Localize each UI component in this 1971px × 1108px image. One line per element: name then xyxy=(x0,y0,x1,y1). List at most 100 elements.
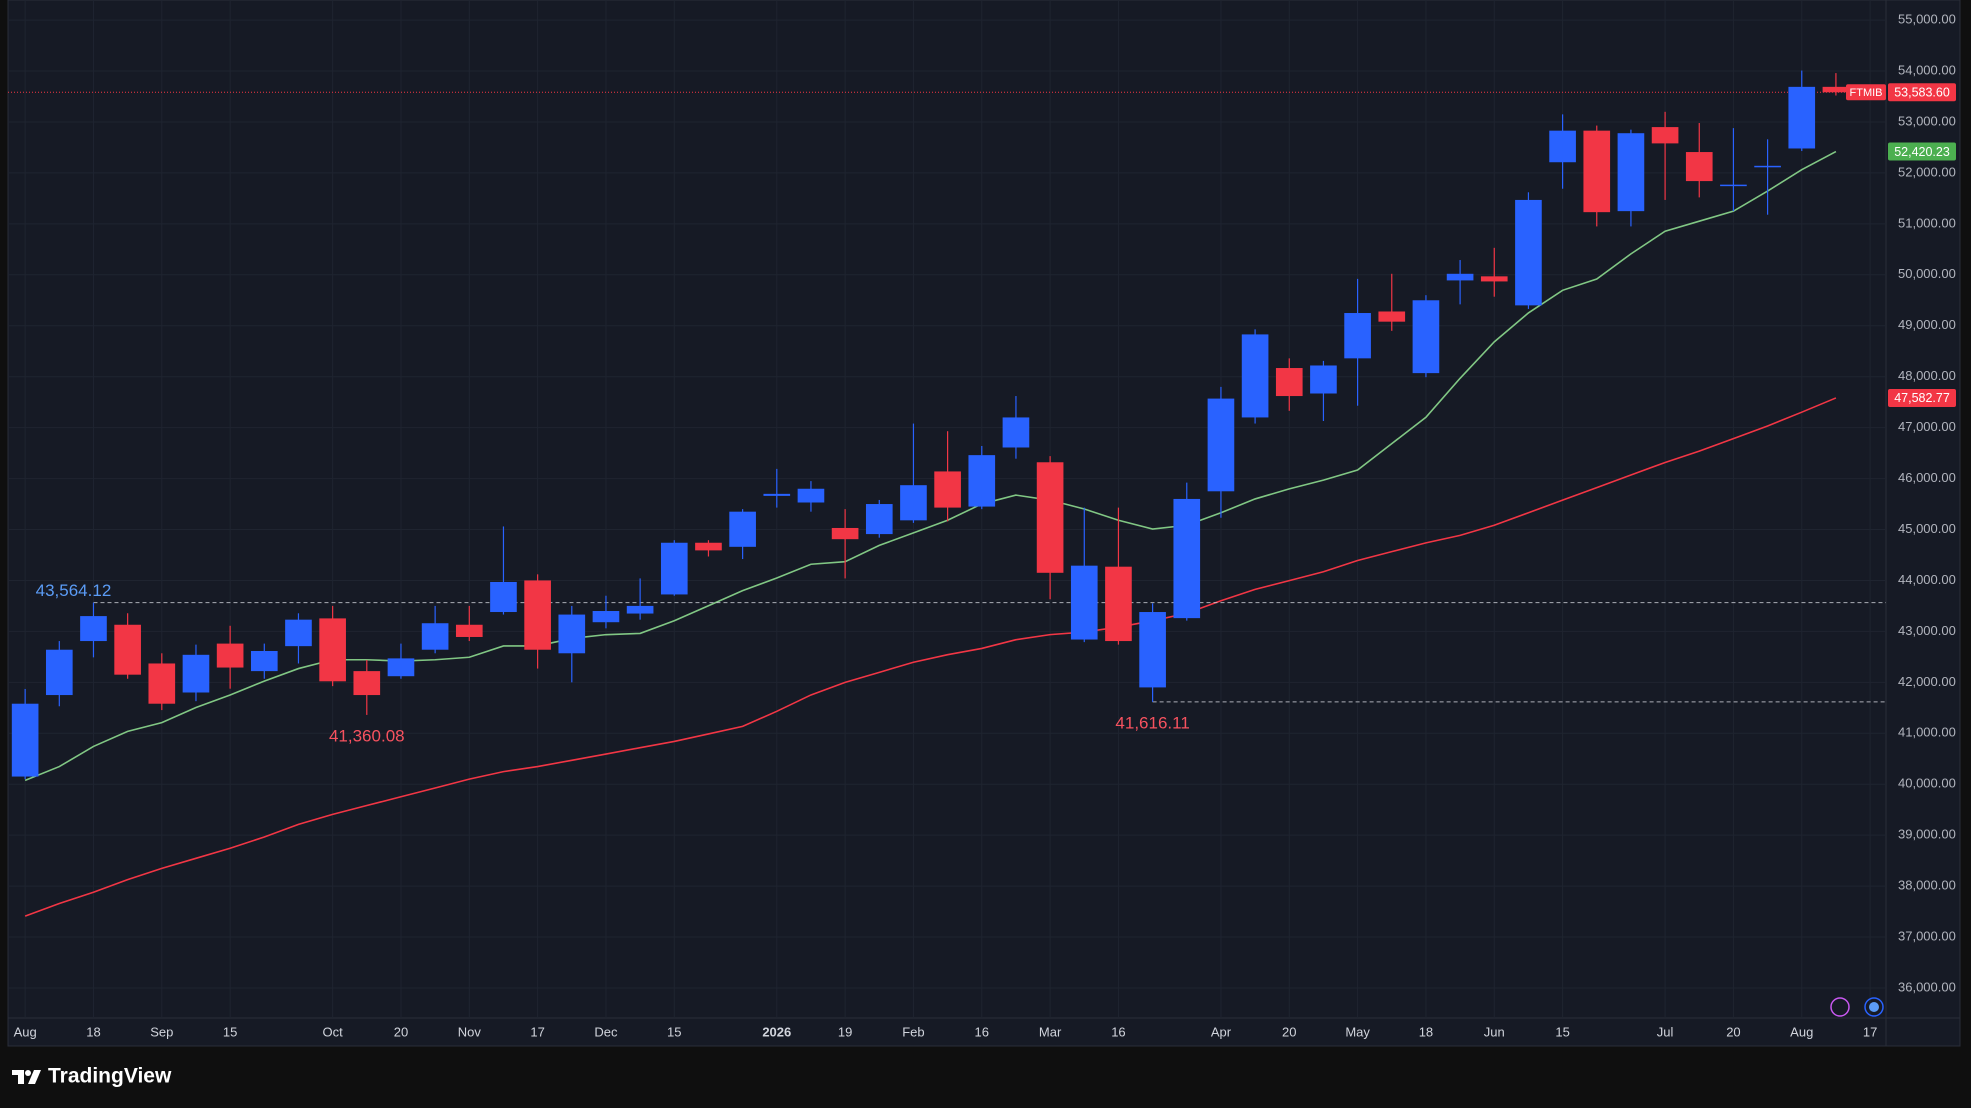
candle-body xyxy=(797,488,825,503)
candle-body xyxy=(421,623,449,650)
candle-body xyxy=(1583,130,1611,213)
y-tick-label: 47,000.00 xyxy=(1898,419,1956,434)
symbol-tag-label: FTMIB xyxy=(1850,87,1883,99)
y-tick-label: 50,000.00 xyxy=(1898,266,1956,281)
price-tag xyxy=(1888,83,1956,102)
candle-body xyxy=(1788,86,1816,149)
y-tick-label: 41,000.00 xyxy=(1898,725,1956,740)
y-tick-label: 37,000.00 xyxy=(1898,928,1956,943)
y-tick-label: 43,000.00 xyxy=(1898,623,1956,638)
candle-body xyxy=(490,581,517,613)
candle-body xyxy=(1822,86,1850,93)
x-tick-label: 15 xyxy=(1555,1024,1569,1039)
candle-body xyxy=(1549,130,1576,163)
candle-body xyxy=(80,616,107,642)
x-tick-label: Oct xyxy=(323,1024,344,1039)
y-tick-label: 49,000.00 xyxy=(1898,317,1956,332)
y-tick-label: 44,000.00 xyxy=(1898,572,1956,587)
candle-body xyxy=(45,649,73,696)
candle-body xyxy=(592,611,620,623)
candle-body xyxy=(1105,566,1132,642)
x-tick-label: 16 xyxy=(1111,1024,1125,1039)
ma-tag xyxy=(1888,142,1956,161)
branding: TradingView xyxy=(48,1065,172,1088)
candle-body xyxy=(11,703,39,777)
candle-body xyxy=(1207,398,1235,492)
candle-body xyxy=(1720,184,1747,187)
x-tick-label: 18 xyxy=(1419,1024,1433,1039)
x-tick-label: 15 xyxy=(223,1024,237,1039)
candle-body xyxy=(1139,612,1166,688)
candle-body xyxy=(1515,199,1542,306)
candle-body xyxy=(1173,498,1201,619)
annotation-label: 41,360.08 xyxy=(329,726,405,745)
candle-body xyxy=(1275,368,1303,397)
candle-body xyxy=(660,542,688,595)
ma-tag-label: 47,582.77 xyxy=(1894,391,1950,405)
candle-body xyxy=(1070,565,1098,640)
y-tick-label: 42,000.00 xyxy=(1898,674,1956,689)
candle-body xyxy=(1002,417,1030,448)
candle-body xyxy=(1344,313,1371,359)
candle-body xyxy=(148,663,176,704)
x-tick-label: 20 xyxy=(394,1024,408,1039)
candle-body xyxy=(1241,334,1269,418)
chart-panel xyxy=(7,0,1961,1047)
moving-average-line xyxy=(24,397,1837,917)
x-tick-label: Jun xyxy=(1484,1024,1505,1039)
candle-body xyxy=(285,619,312,647)
candle-body xyxy=(114,624,141,675)
symbol-tag xyxy=(1846,84,1886,101)
candle-body xyxy=(1480,276,1508,282)
x-tick-label: Mar xyxy=(1039,1024,1062,1039)
ma-tag-label: 52,420.23 xyxy=(1894,145,1950,159)
x-tick-label: 20 xyxy=(1282,1024,1296,1039)
y-tick-label: 55,000.00 xyxy=(1898,12,1956,27)
x-tick-label: 15 xyxy=(667,1024,681,1039)
x-tick-label: Aug xyxy=(1790,1024,1813,1039)
footer-icons xyxy=(1830,997,1884,1017)
candle-body xyxy=(831,527,859,540)
candle-body xyxy=(1754,165,1781,168)
candle-body xyxy=(968,455,996,507)
x-tick-label: Jul xyxy=(1657,1024,1674,1039)
x-tick-label: Feb xyxy=(902,1024,924,1039)
y-tick-label: 53,000.00 xyxy=(1898,113,1956,128)
y-tick-label: 52,000.00 xyxy=(1898,164,1956,179)
candle-body xyxy=(695,542,722,551)
x-tick-label: 20 xyxy=(1726,1024,1740,1039)
candle-body xyxy=(353,671,381,696)
candle-body xyxy=(455,624,483,637)
x-tick-label: 19 xyxy=(838,1024,852,1039)
candle-body xyxy=(1617,133,1645,212)
x-tick-label: 17 xyxy=(530,1024,544,1039)
logo xyxy=(12,1070,41,1084)
y-tick-label: 46,000.00 xyxy=(1898,470,1956,485)
price-tag-label: 53,583.60 xyxy=(1894,86,1950,100)
x-tick-label: May xyxy=(1345,1024,1370,1039)
y-tick-label: 39,000.00 xyxy=(1898,827,1956,842)
annotation-label: 41,616.11 xyxy=(1115,713,1189,732)
x-tick-label: Aug xyxy=(14,1024,37,1039)
x-tick-label: 16 xyxy=(975,1024,989,1039)
candle-body xyxy=(1310,365,1337,394)
y-tick-label: 54,000.00 xyxy=(1898,62,1956,77)
candle-body xyxy=(900,485,927,521)
y-tick-label: 48,000.00 xyxy=(1898,368,1956,383)
candle-body xyxy=(250,650,278,672)
candle-body xyxy=(558,614,586,654)
annotation-label: 43,564.12 xyxy=(36,581,112,600)
candle-body xyxy=(319,618,346,682)
candle-body xyxy=(934,471,961,508)
candle-body xyxy=(1651,127,1679,144)
candle-body xyxy=(763,493,791,496)
x-tick-label: Nov xyxy=(458,1024,482,1039)
x-tick-label: Sep xyxy=(150,1024,173,1039)
candle-body xyxy=(1378,311,1406,322)
candle-body xyxy=(729,511,756,547)
ma-tag xyxy=(1888,388,1956,407)
candle-body xyxy=(387,658,415,677)
x-tick-label: 2026 xyxy=(762,1024,791,1039)
